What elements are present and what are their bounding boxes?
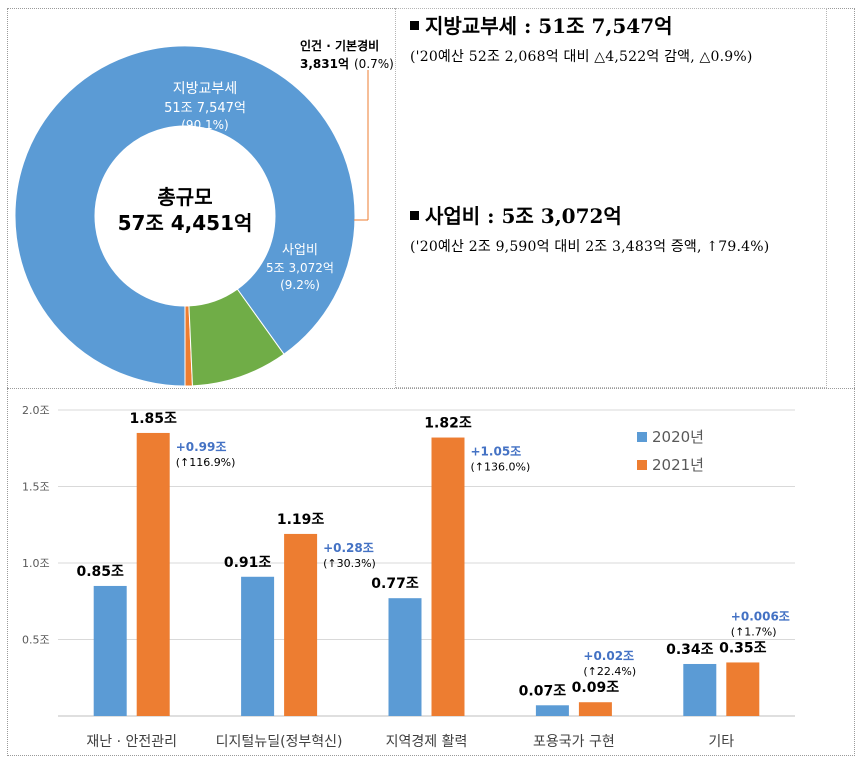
x-category-label: 기타 bbox=[708, 734, 734, 750]
bar-value-label: 0.85조 bbox=[76, 564, 124, 580]
section-divider bbox=[7, 388, 855, 389]
change-delta-label: +0.99조 bbox=[176, 440, 227, 454]
x-category-label: 포용국가 구현 bbox=[533, 734, 615, 750]
bar-value-label: 1.85조 bbox=[129, 411, 177, 427]
change-delta-label: +0.006조 bbox=[731, 609, 790, 623]
square-bullet-icon bbox=[410, 21, 419, 30]
segment-label-percent: (0.7%) bbox=[354, 57, 394, 71]
segment-label-percent: (9.2%) bbox=[280, 278, 320, 292]
bar bbox=[535, 705, 569, 716]
bar bbox=[683, 663, 717, 716]
segment-label-name: 사업비 bbox=[282, 243, 318, 258]
segment-label-name: 인건 · 기본경비 bbox=[300, 38, 379, 53]
change-delta-label: +1.05조 bbox=[471, 445, 522, 459]
square-bullet-icon bbox=[410, 211, 419, 220]
donut-center-title: 총규모 bbox=[157, 185, 212, 209]
legend-label: 2021년 bbox=[652, 456, 704, 474]
bar-chart: 0.5조 1.0조 1.5조 2.0조 0.85조 1.85조 +0.99조 (↑116.9… bbox=[22, 404, 795, 750]
change-delta-label: +0.28조 bbox=[323, 541, 374, 555]
y-tick-label: 1.0조 bbox=[22, 557, 50, 570]
bar bbox=[388, 598, 422, 716]
segment-label-amount: 5조 3,072억 bbox=[266, 261, 334, 275]
summary-item: 사업비 : 5조 3,072억 ('20예산 2조 9,590억 대비 2조 3… bbox=[410, 200, 810, 260]
legend-swatch bbox=[637, 460, 647, 470]
x-category-label: 디지털뉴딜(정부혁신) bbox=[216, 734, 343, 750]
summary-item-detail: ('20예산 52조 2,068억 대비 △4,522억 감액, △0.9%) bbox=[410, 49, 753, 65]
change-percent-label: (↑136.0%) bbox=[471, 461, 531, 474]
bar bbox=[136, 432, 170, 716]
bar-value-label: 0.77조 bbox=[371, 576, 419, 592]
bar bbox=[726, 662, 760, 716]
bar bbox=[241, 576, 275, 716]
donut-chart: 총규모 57조 4,451억 지방교부세 51조 7,547억 (90.1%) … bbox=[14, 38, 394, 387]
legend: 2020년 2021년 bbox=[637, 428, 704, 474]
segment-label-name: 지방교부세 bbox=[173, 81, 237, 97]
x-category-label: 재난 · 안전관리 bbox=[86, 734, 177, 750]
bar-value-label: 1.19조 bbox=[277, 512, 325, 528]
segment-label-amount: 51조 7,547억 bbox=[164, 101, 246, 116]
change-percent-label: (↑22.4%) bbox=[583, 665, 636, 678]
summary-item-head: 지방교부세 : 51조 7,547억 bbox=[425, 14, 673, 38]
summary-item: 지방교부세 : 51조 7,547억 ('20예산 52조 2,068억 대비 … bbox=[410, 10, 810, 70]
change-percent-label: (↑116.9%) bbox=[176, 456, 236, 469]
change-delta-label: +0.02조 bbox=[583, 649, 634, 663]
change-percent-label: (↑1.7%) bbox=[731, 625, 777, 638]
summary-frame bbox=[395, 8, 827, 388]
bar-value-label: 0.07조 bbox=[519, 683, 567, 699]
bar bbox=[93, 585, 127, 716]
segment-label-amount: 3,831억 bbox=[300, 57, 349, 71]
bar bbox=[284, 533, 318, 716]
donut-center-value: 57조 4,451억 bbox=[118, 211, 253, 235]
x-category-label: 지역경제 활력 bbox=[386, 734, 468, 750]
bar-value-label: 0.34조 bbox=[666, 642, 714, 658]
change-percent-label: (↑30.3%) bbox=[323, 557, 376, 570]
bar-value-label: 1.82조 bbox=[424, 416, 472, 432]
y-tick-label: 1.5조 bbox=[22, 481, 50, 494]
donut-slice bbox=[14, 45, 356, 387]
bar-value-label: 0.09조 bbox=[572, 680, 620, 696]
bar-value-label: 0.35조 bbox=[719, 640, 767, 656]
bar-value-label: 0.91조 bbox=[224, 555, 272, 571]
bar bbox=[578, 702, 612, 716]
legend-label: 2020년 bbox=[652, 428, 704, 446]
summary-item-head: 사업비 : 5조 3,072억 bbox=[425, 204, 622, 228]
segment-label-percent: (90.1%) bbox=[181, 118, 228, 132]
y-tick-label: 2.0조 bbox=[22, 404, 50, 417]
y-tick-label: 0.5조 bbox=[22, 634, 50, 647]
summary-item-detail: ('20예산 2조 9,590억 대비 2조 3,483억 증액, ↑79.4%… bbox=[410, 239, 770, 255]
bar bbox=[431, 437, 465, 716]
legend-swatch bbox=[637, 432, 647, 442]
